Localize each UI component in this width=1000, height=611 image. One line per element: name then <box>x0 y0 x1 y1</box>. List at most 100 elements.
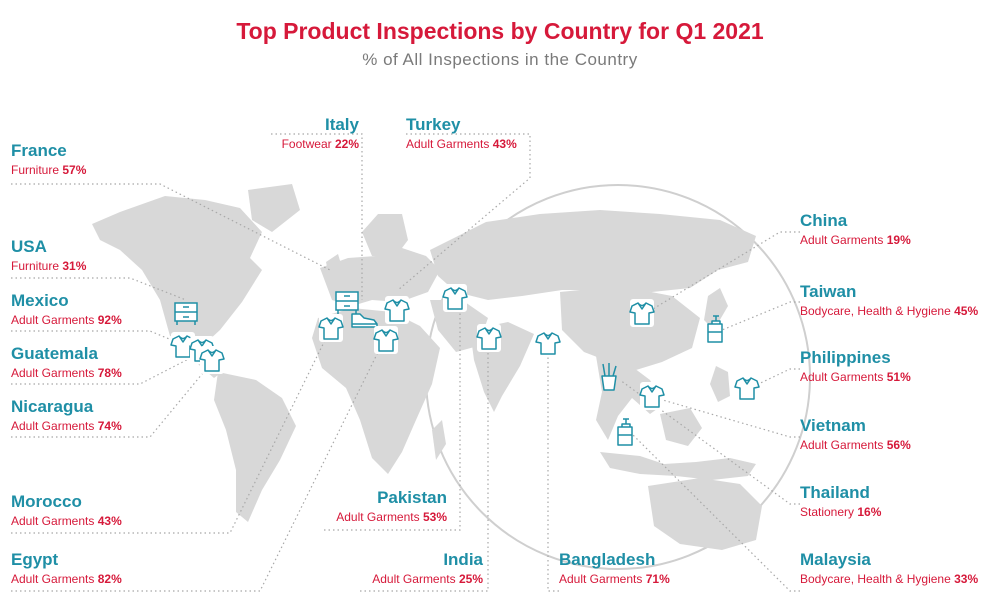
shirt-icon <box>639 382 665 410</box>
label-egypt: Egypt Adult Garments 82% <box>11 549 122 588</box>
label-taiwan: Taiwan Bodycare, Health & Hygiene 45% <box>800 281 978 320</box>
label-guatemala: Guatemala Adult Garments 78% <box>11 343 122 382</box>
japan <box>704 288 728 330</box>
greenland <box>248 184 300 232</box>
category: Adult Garments <box>800 370 884 384</box>
label-vietnam: Vietnam Adult Garments 56% <box>800 415 911 454</box>
label-morocco: Morocco Adult Garments 43% <box>11 491 122 530</box>
label-philippines: Philippines Adult Garments 51% <box>800 347 911 386</box>
north-america <box>92 196 262 350</box>
leader-line <box>324 300 461 531</box>
category: Adult Garments <box>11 313 95 327</box>
label-turkey: Turkey Adult Garments 43% <box>406 114 517 153</box>
country-name: Thailand <box>800 483 870 502</box>
philippines <box>710 366 730 402</box>
country-name: Morocco <box>11 492 82 511</box>
percent: 25% <box>458 572 483 586</box>
australia <box>648 478 762 550</box>
country-name: Taiwan <box>800 282 857 301</box>
indonesia <box>600 452 756 480</box>
leader-line <box>11 330 187 347</box>
scandinavia <box>362 214 408 256</box>
label-mexico: Mexico Adult Garments 92% <box>11 290 122 329</box>
label-nicaragua: Nicaragua Adult Garments 74% <box>11 396 122 435</box>
percent: 56% <box>886 438 911 452</box>
country-name: India <box>443 550 483 569</box>
category: Adult Garments <box>336 510 420 524</box>
shirt-icon <box>476 324 502 352</box>
country-name: Philippines <box>800 348 891 367</box>
leader-line <box>11 351 203 385</box>
country-name: Turkey <box>406 115 461 134</box>
africa <box>312 308 440 474</box>
east-asia <box>560 286 700 370</box>
category: Footwear <box>281 137 332 151</box>
country-name: Malaysia <box>800 550 871 569</box>
leader-line <box>11 339 385 592</box>
country-name: China <box>800 211 848 230</box>
shirt-icon <box>384 296 410 324</box>
label-china: China Adult Garments 19% <box>800 210 911 249</box>
percent: 43% <box>492 137 517 151</box>
shirt-icon <box>170 332 196 360</box>
category: Adult Garments <box>800 438 884 452</box>
category: Furniture <box>11 259 60 273</box>
shirt-icon <box>442 284 468 312</box>
label-malaysia: Malaysia Bodycare, Health & Hygiene 33% <box>800 549 978 588</box>
percent: 92% <box>97 313 122 327</box>
leader-line <box>11 361 213 438</box>
pencil-cup-icon <box>601 363 617 391</box>
category: Adult Garments <box>11 514 95 528</box>
leader-line <box>749 368 800 389</box>
percent: 19% <box>886 233 911 247</box>
category: Adult Garments <box>406 137 490 151</box>
furniture-icon <box>174 302 198 325</box>
percent: 31% <box>62 259 87 273</box>
south-america <box>214 372 296 522</box>
category: Bodycare, Health & Hygiene <box>800 304 951 318</box>
leader-line <box>655 397 800 438</box>
category: Adult Garments <box>11 572 95 586</box>
label-india: India Adult Garments 25% <box>372 549 483 588</box>
percent: 78% <box>97 366 122 380</box>
shirt-icon <box>373 326 399 354</box>
percent: 71% <box>645 572 670 586</box>
percent: 53% <box>422 510 447 524</box>
country-name: Pakistan <box>377 488 447 507</box>
percent: 22% <box>334 137 359 151</box>
shirt-icon <box>535 329 561 357</box>
country-name: USA <box>11 237 47 256</box>
percent: 82% <box>97 572 122 586</box>
category: Stationery <box>800 505 855 519</box>
leader-line <box>11 329 331 534</box>
label-pakistan: Pakistan Adult Garments 53% <box>336 487 447 526</box>
russia-asia <box>430 210 756 300</box>
bottle-icon <box>707 315 723 343</box>
percent: 16% <box>857 505 882 519</box>
shirt-icon <box>318 314 344 342</box>
uk <box>326 254 344 282</box>
label-france: France Furniture 57% <box>11 140 86 179</box>
country-name: Vietnam <box>800 416 866 435</box>
country-name: Bangladesh <box>559 550 656 569</box>
label-italy: Italy Footwear 22% <box>282 114 359 153</box>
chart-subtitle: % of All Inspections in the Country <box>362 50 638 69</box>
category: Adult Garments <box>800 233 884 247</box>
category: Adult Garments <box>372 572 456 586</box>
madagascar <box>432 420 446 460</box>
shirt-icon <box>629 299 655 327</box>
leader-line <box>629 431 800 592</box>
leader-line <box>271 133 363 300</box>
shirt-icon <box>734 374 760 402</box>
leader-line <box>619 379 800 505</box>
leader-line <box>11 183 331 271</box>
bottle-icon <box>617 418 633 446</box>
percent: 33% <box>954 572 979 586</box>
leader-line <box>647 231 800 313</box>
category: Furniture <box>11 163 60 177</box>
label-usa: USA Furniture 31% <box>11 236 86 275</box>
category: Bodycare, Health & Hygiene <box>800 572 951 586</box>
category: Adult Garments <box>11 419 95 433</box>
shirt-icon <box>199 346 225 374</box>
